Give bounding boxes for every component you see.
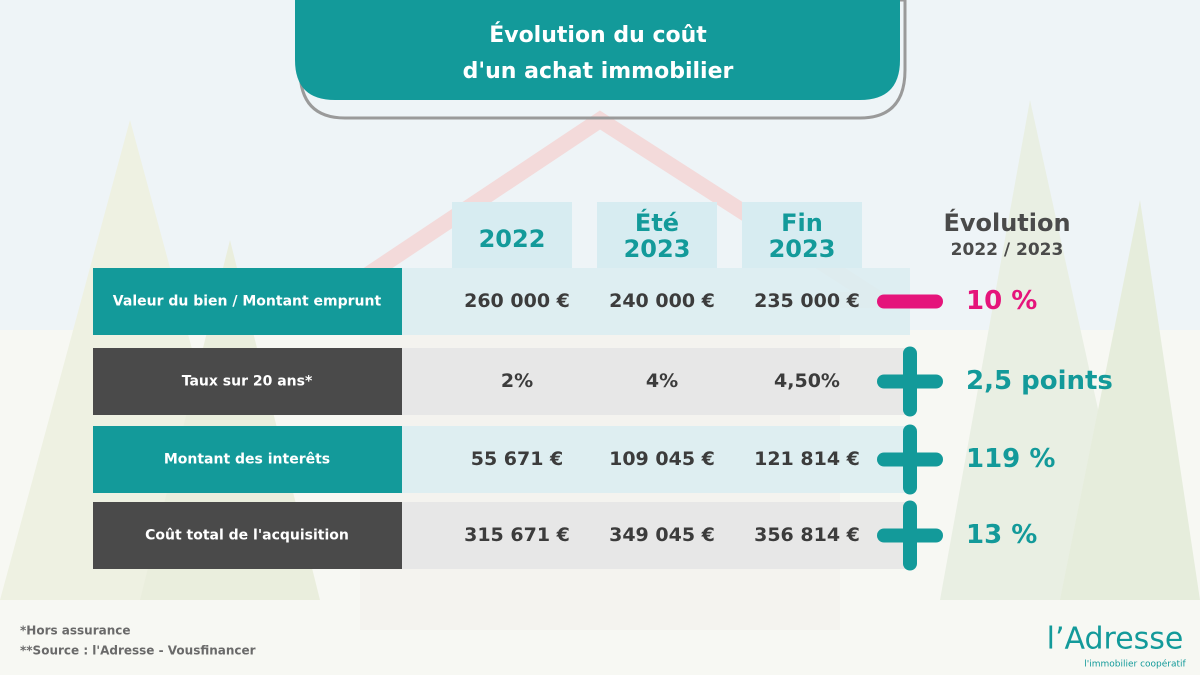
- banner-outline: [298, 0, 907, 120]
- column-header: 2023: [624, 235, 691, 263]
- cell: 240 000 €: [609, 290, 715, 312]
- row-label-box: [93, 502, 402, 569]
- cell: 121 814 €: [754, 448, 860, 470]
- cell: 55 671 €: [471, 448, 564, 470]
- row-label: Coût total de l'acquisition: [145, 528, 349, 544]
- title-line: d'un achat immobilier: [463, 59, 734, 84]
- column-header-box: [742, 202, 862, 268]
- row-label-box: [93, 426, 402, 493]
- column-header: 2023: [769, 235, 836, 263]
- row-label-box: [93, 348, 402, 415]
- cell: 235 000 €: [754, 290, 860, 312]
- tree: [1060, 200, 1200, 600]
- column-header-box: [597, 202, 717, 268]
- cell: 4%: [646, 370, 678, 392]
- column-header: 2022: [479, 225, 546, 253]
- row-background: [402, 426, 910, 493]
- column-header: Fin: [781, 209, 823, 237]
- row-background: [402, 348, 910, 415]
- row-background: [402, 502, 910, 569]
- evolution: 13 %: [966, 520, 1037, 550]
- cell: 349 045 €: [609, 524, 715, 546]
- row-label-box: [93, 268, 402, 335]
- title-line: Évolution du coût: [489, 22, 707, 48]
- row-label: Taux sur 20 ans*: [182, 374, 313, 390]
- cell: 4,50%: [774, 370, 840, 392]
- cell: 315 671 €: [464, 524, 570, 546]
- logo-name: l’Adresse: [1047, 622, 1184, 657]
- logo-tagline: l'immobilier coopératif: [1084, 659, 1186, 670]
- footnote: *Hors assurance: [20, 624, 131, 638]
- cell: 2%: [501, 370, 533, 392]
- column-header-box: [452, 202, 572, 268]
- evolution: 10 %: [966, 286, 1037, 316]
- cell: 356 814 €: [754, 524, 860, 546]
- row-label: Valeur du bien / Montant emprunt: [113, 294, 382, 310]
- evolution-header: Évolution: [943, 208, 1070, 237]
- banner: [295, 0, 900, 100]
- footnote: **Source : l'Adresse - Vousfinancer: [20, 644, 256, 658]
- evolution-subheader: 2022 / 2023: [951, 240, 1064, 260]
- row-background: [402, 268, 910, 335]
- cell: 260 000 €: [464, 290, 570, 312]
- column-header: Été: [635, 208, 679, 237]
- evolution: 2,5 points: [966, 366, 1113, 396]
- row-label: Montant des interêts: [164, 452, 330, 468]
- evolution: 119 %: [966, 444, 1055, 474]
- cell: 109 045 €: [609, 448, 715, 470]
